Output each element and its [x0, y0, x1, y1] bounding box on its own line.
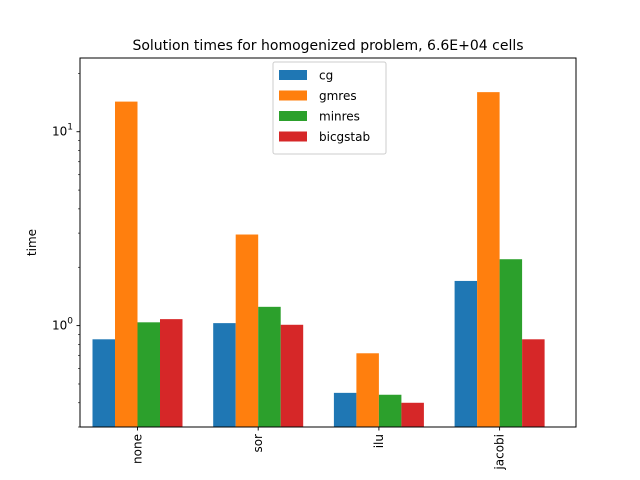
x-tick-label-none: none — [131, 434, 145, 464]
plot-frame — [79, 57, 577, 428]
legend-label-minres: minres — [319, 110, 360, 124]
bar-cg-sor — [213, 323, 236, 427]
legend-swatch-cg — [279, 70, 307, 80]
y-axis-label: time — [25, 229, 39, 256]
chart-title: Solution times for homogenized problem, … — [132, 38, 523, 54]
bar-bicgstab-ilu — [401, 402, 424, 427]
legend-box — [272, 61, 387, 155]
bar-bicgstab-jacobi — [522, 339, 545, 427]
x-axis: none sor ilu jacobi — [131, 427, 507, 471]
bar-gmres-ilu — [356, 353, 379, 427]
bar-minres-ilu — [378, 394, 402, 427]
bar-gmres-none — [115, 101, 138, 427]
bar-minres-sor — [258, 306, 281, 427]
legend-swatch-bicgstab — [279, 131, 307, 142]
y-axis: 100 101 — [52, 73, 80, 428]
legend-swatch-gmres — [279, 90, 307, 101]
y-tick-label: 100 — [52, 317, 73, 333]
x-tick-label-jacobi: jacobi — [493, 434, 507, 471]
legend-label-cg: cg — [319, 69, 333, 83]
bar-minres-jacobi — [499, 259, 523, 427]
bar-gmres-jacobi — [477, 92, 500, 427]
legend-swatch-minres — [279, 111, 307, 121]
bar-cg-none — [92, 339, 115, 427]
bar-bicgstab-none — [160, 319, 183, 427]
y-tick-label: 101 — [52, 123, 73, 139]
bars-layer — [92, 92, 545, 427]
legend-label-bicgstab: bicgstab — [319, 130, 370, 144]
x-tick-label-sor: sor — [251, 434, 265, 453]
bar-cg-jacobi — [454, 280, 478, 427]
bar-cg-ilu — [333, 392, 357, 427]
legend: cg gmres minres bicgstab — [272, 61, 387, 155]
legend-label-gmres: gmres — [319, 89, 357, 103]
bar-minres-none — [137, 322, 160, 427]
x-tick-label-ilu: ilu — [372, 434, 386, 448]
bar-bicgstab-sor — [280, 324, 304, 427]
bar-gmres-sor — [235, 234, 259, 427]
